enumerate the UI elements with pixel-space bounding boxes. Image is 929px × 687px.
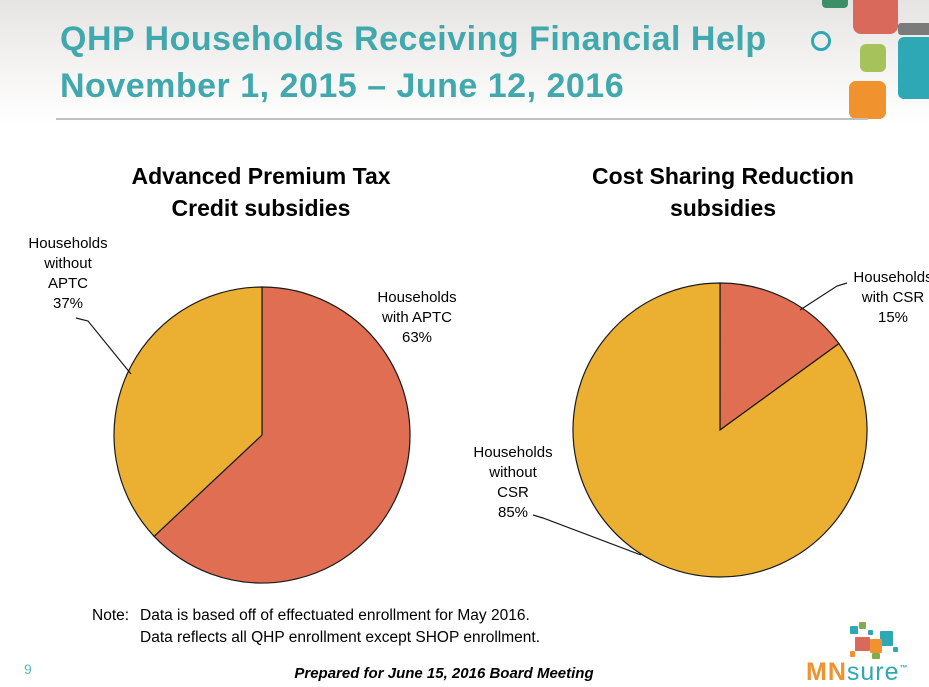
footer-text: Prepared for June 15, 2016 Board Meeting <box>294 665 594 682</box>
logo-sure: sure <box>846 658 900 686</box>
title-divider <box>56 118 868 120</box>
pie-chart-csr <box>572 282 868 578</box>
note-line-1: Data is based off of effectuated enrollm… <box>140 607 530 624</box>
deco-square-green <box>822 0 848 8</box>
mnsure-logo: MNsure™ <box>806 618 929 686</box>
note-label: Note: <box>92 607 130 624</box>
pie-slice <box>719 282 840 432</box>
logo-mn: MN <box>806 658 847 686</box>
pie-chart-aptc <box>113 286 411 584</box>
pie-label-households-with-aptc: Households with APTC 63% <box>377 289 457 346</box>
note-block: Note: Data is based off of effectuated e… <box>92 605 540 649</box>
pie-label-households-with-csr: Households with CSR 15% <box>853 269 929 326</box>
leader-line-csr-without <box>532 514 642 556</box>
deco-bar-gray <box>898 23 929 35</box>
pie-slice <box>113 286 263 538</box>
note-line-2: Data reflects all QHP enrollment except … <box>140 629 541 646</box>
logo-tm: ™ <box>899 663 909 673</box>
deco-square-orange <box>849 81 886 119</box>
pie-label-households-without-aptc: Households without APTC 37% <box>28 235 108 312</box>
pie-slice <box>572 282 868 578</box>
page-number: 9 <box>24 661 32 677</box>
chart-title-csr: Cost Sharing Reduction subsidies <box>592 163 854 221</box>
pie-label-households-without-csr: Households without CSR 85% <box>473 444 553 521</box>
note-lines: Data is based off of effectuated enrollm… <box>140 605 540 649</box>
mnsure-logo-mark-icon <box>845 618 905 660</box>
slide-title: QHP Households Receiving Financial Help … <box>60 20 767 105</box>
pie-slice <box>153 286 411 584</box>
deco-square-red <box>853 0 898 34</box>
chart-title-aptc: Advanced Premium Tax Credit subsidies <box>131 163 391 221</box>
leader-line-csr-with <box>799 282 848 311</box>
mnsure-logo-text: MNsure™ <box>806 658 909 687</box>
deco-square-lightgreen <box>860 44 886 72</box>
deco-square-teal <box>898 37 929 99</box>
header-background <box>0 0 929 125</box>
leader-line-aptc-without <box>75 317 132 375</box>
deco-circle-teal <box>811 31 831 51</box>
